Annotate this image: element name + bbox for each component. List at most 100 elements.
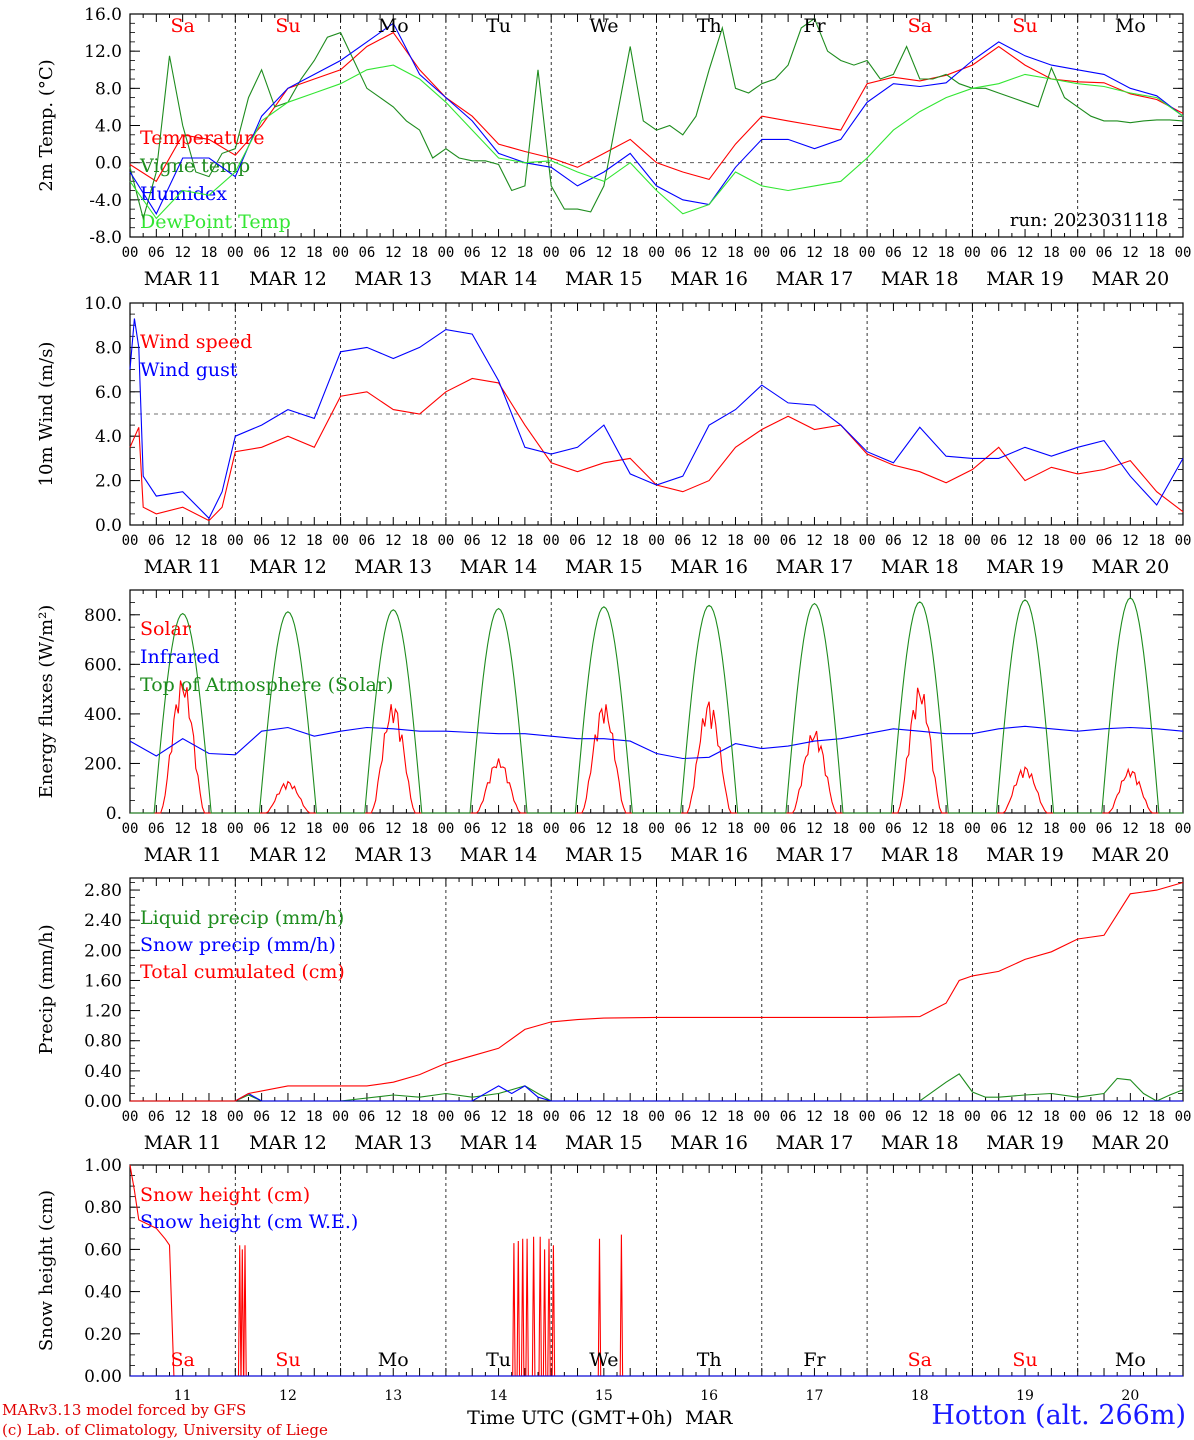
hour-label: 00 [753,1109,770,1125]
lab-credit: (c) Lab. of Climatology, University of L… [2,1421,328,1439]
hour-label: 12 [1017,821,1034,837]
hour-label: 12 [490,533,507,549]
hour-label: 12 [1122,1109,1139,1125]
hour-label: 00 [122,1109,139,1125]
hour-label: 12 [490,1109,507,1125]
hour-label: 12 [174,821,191,837]
hour-label: 18 [306,1109,323,1125]
hour-label: 00 [332,533,349,549]
y-tick-label: 0.0 [95,154,122,174]
hour-label: 00 [1175,821,1192,837]
legend: Wind speed Wind gust [140,331,252,381]
hour-label: 06 [148,1109,165,1125]
hour-label: 00 [1069,245,1086,261]
y-tick-label: 6.0 [95,383,122,403]
y-tick-label: 0.0 [95,516,122,536]
y-tick-label: 200. [84,754,122,774]
footer-credits: MARv3.13 model forced by GFS (c) Lab. of… [2,1400,328,1440]
hour-label: 00 [859,1109,876,1125]
day-number-label: 19 [1016,1388,1034,1404]
hour-label: 18 [622,821,639,837]
hour-label: 18 [516,533,533,549]
weekday-label: Su [1012,15,1037,37]
hour-label: 06 [1096,245,1113,261]
y-axis-label: 2m Temp. (°C) [36,59,57,191]
hour-label: 18 [516,245,533,261]
panel-frame [129,589,1184,814]
hour-label: 00 [227,533,244,549]
date-label: MAR 14 [460,556,538,578]
snow-spike [542,1249,547,1377]
snow-spike [619,1234,624,1377]
hour-label: 12 [806,1109,823,1125]
series-line-humidex [129,22,1184,215]
hour-label: 00 [753,533,770,549]
hour-label: 06 [569,533,586,549]
day-number-label: 17 [806,1388,824,1404]
series-line-top-of-atmosphere-solar- [130,597,1183,814]
hour-label: 00 [964,1109,981,1125]
series-line-total-cumulated-cm- [130,881,1184,1102]
y-tick-label: 0.40 [84,1062,122,1082]
y-tick-label: 1.60 [84,971,122,991]
snow-spike [531,1236,536,1377]
panel-snow: Snow height (cm) Snow height (cm W.E.) [129,1164,1184,1377]
date-label: MAR 17 [776,268,854,290]
hour-label: 00 [437,1109,454,1125]
date-label: MAR 18 [881,556,959,578]
station-name: Hotton (alt. 266m) [931,1400,1186,1431]
y-axis-label: Precip (mm/h) [36,924,57,1054]
hour-label: 06 [569,1109,586,1125]
hour-label: 06 [780,245,797,261]
hour-label: 18 [727,245,744,261]
date-label: MAR 12 [249,844,327,866]
hour-label: 12 [280,821,297,837]
hour-label: 18 [832,1109,849,1125]
date-label: MAR 12 [249,556,327,578]
date-label: MAR 14 [460,1132,538,1154]
date-label: MAR 14 [460,268,538,290]
date-label: MAR 18 [881,268,959,290]
hour-label: 12 [490,245,507,261]
hour-label: 12 [806,245,823,261]
hour-label: 18 [832,245,849,261]
day-number-label: 13 [384,1388,402,1404]
hour-label: 18 [306,245,323,261]
date-label: MAR 14 [460,844,538,866]
hour-label: 12 [385,1109,402,1125]
hour-label: 00 [1175,1109,1192,1125]
hour-label: 00 [648,1109,665,1125]
hour-label: 18 [306,533,323,549]
hour-label: 00 [543,245,560,261]
hour-label: 12 [911,1109,928,1125]
y-tick-label: 0.20 [84,1325,122,1345]
legend-entry: Wind speed [140,331,252,353]
legend-entry: Snow height (cm) [140,1184,310,1206]
snow-spike [512,1243,516,1377]
weekday-label: Tu [486,1349,511,1371]
x-axis-month: MAR [685,1407,733,1429]
hour-label: 18 [832,821,849,837]
hour-label: 18 [411,821,428,837]
hour-label: 12 [174,533,191,549]
y-tick-label: 4.0 [95,427,122,447]
hour-label: 06 [569,245,586,261]
date-label: MAR 12 [249,268,327,290]
series-line-wind-speed [129,377,1184,522]
date-label: MAR 13 [354,556,432,578]
hour-label: 00 [122,245,139,261]
hour-label: 06 [358,821,375,837]
hour-label: 00 [122,821,139,837]
date-label: MAR 16 [670,556,748,578]
legend-entry: Snow height (cm W.E.) [140,1211,358,1233]
weekday-label: Fr [803,15,826,37]
hour-label: 18 [411,533,428,549]
hour-label: 18 [727,1109,744,1125]
hour-label: 06 [674,821,691,837]
hour-label: 06 [780,821,797,837]
snow-spike [597,1238,602,1377]
weekday-label: Su [275,1349,300,1371]
hour-label: 12 [385,821,402,837]
hour-label: 18 [1148,1109,1165,1125]
hour-label: 00 [753,245,770,261]
